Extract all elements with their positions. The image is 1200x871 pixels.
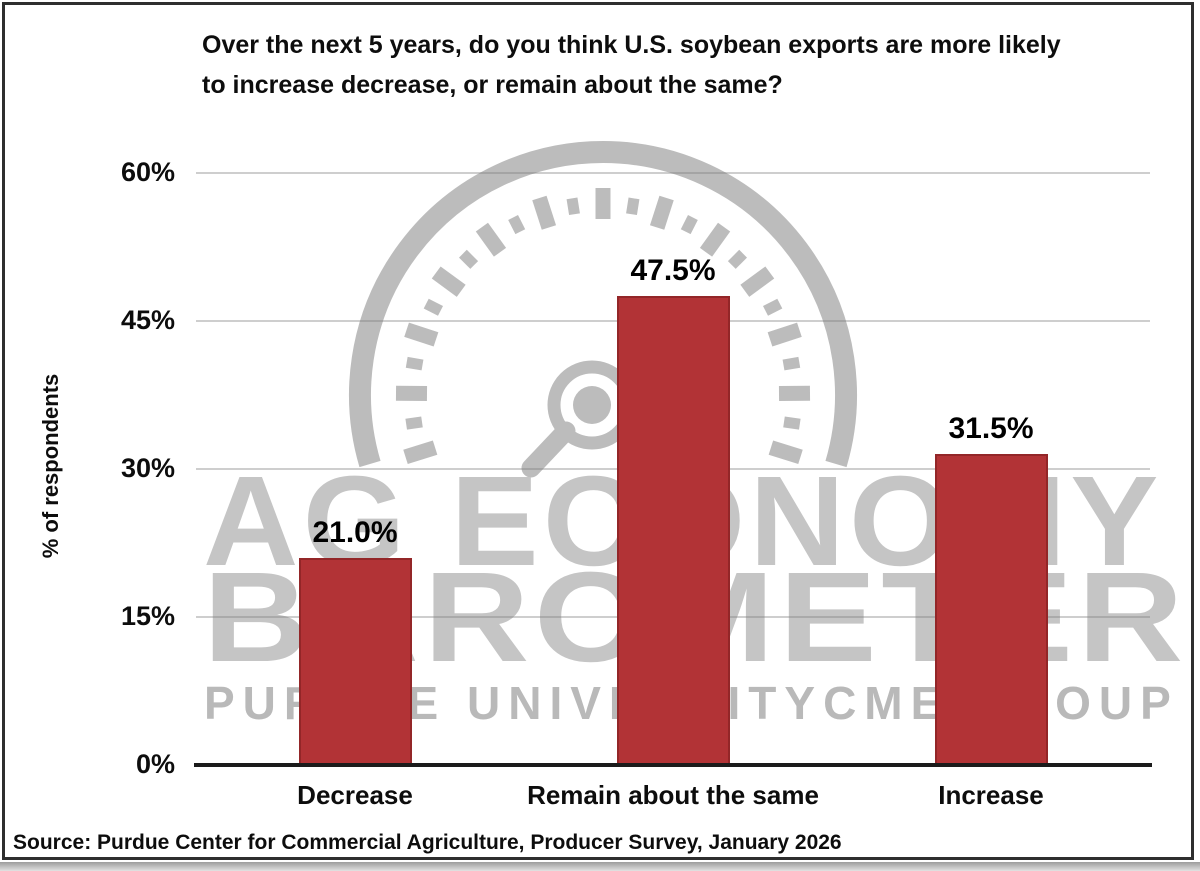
bar-value-label: 31.5%	[948, 412, 1034, 446]
chart-title-line-2: to increase decrease, or remain about th…	[202, 71, 783, 99]
y-tick-label: 60%	[120, 157, 175, 187]
y-tick-label: 45%	[120, 305, 175, 335]
watermark-purdue-university: PURDUE UNIVERSITY	[204, 677, 824, 729]
bar-increase	[934, 454, 1048, 766]
chart-title-line-1: Over the next 5 years, do you think U.S.…	[202, 31, 1061, 59]
y-tick-label: 0%	[135, 749, 175, 779]
y-tick-label: 30%	[120, 453, 175, 483]
chart-title: Over the next 5 years, do you think U.S.…	[202, 25, 1177, 105]
gauge-arc	[349, 141, 857, 468]
x-category-label: Remain about the same	[527, 780, 819, 810]
y-tick-label: 15%	[120, 601, 175, 631]
bar-value-label: 21.0%	[312, 515, 398, 549]
x-axis-line	[194, 763, 1152, 767]
magnifier-lens-icon	[573, 386, 611, 424]
gauge-tick-marks	[395, 188, 811, 465]
bar-value-label: 47.5%	[630, 254, 716, 288]
gridline	[196, 172, 1150, 174]
bottom-edge-shadow	[0, 862, 1200, 871]
source-caption: Source: Purdue Center for Commercial Agr…	[13, 831, 842, 854]
x-category-label: Decrease	[297, 780, 413, 810]
x-category-label: Increase	[938, 780, 1044, 810]
bar-remain-about-the-same	[616, 296, 730, 766]
bar-decrease	[298, 557, 412, 766]
